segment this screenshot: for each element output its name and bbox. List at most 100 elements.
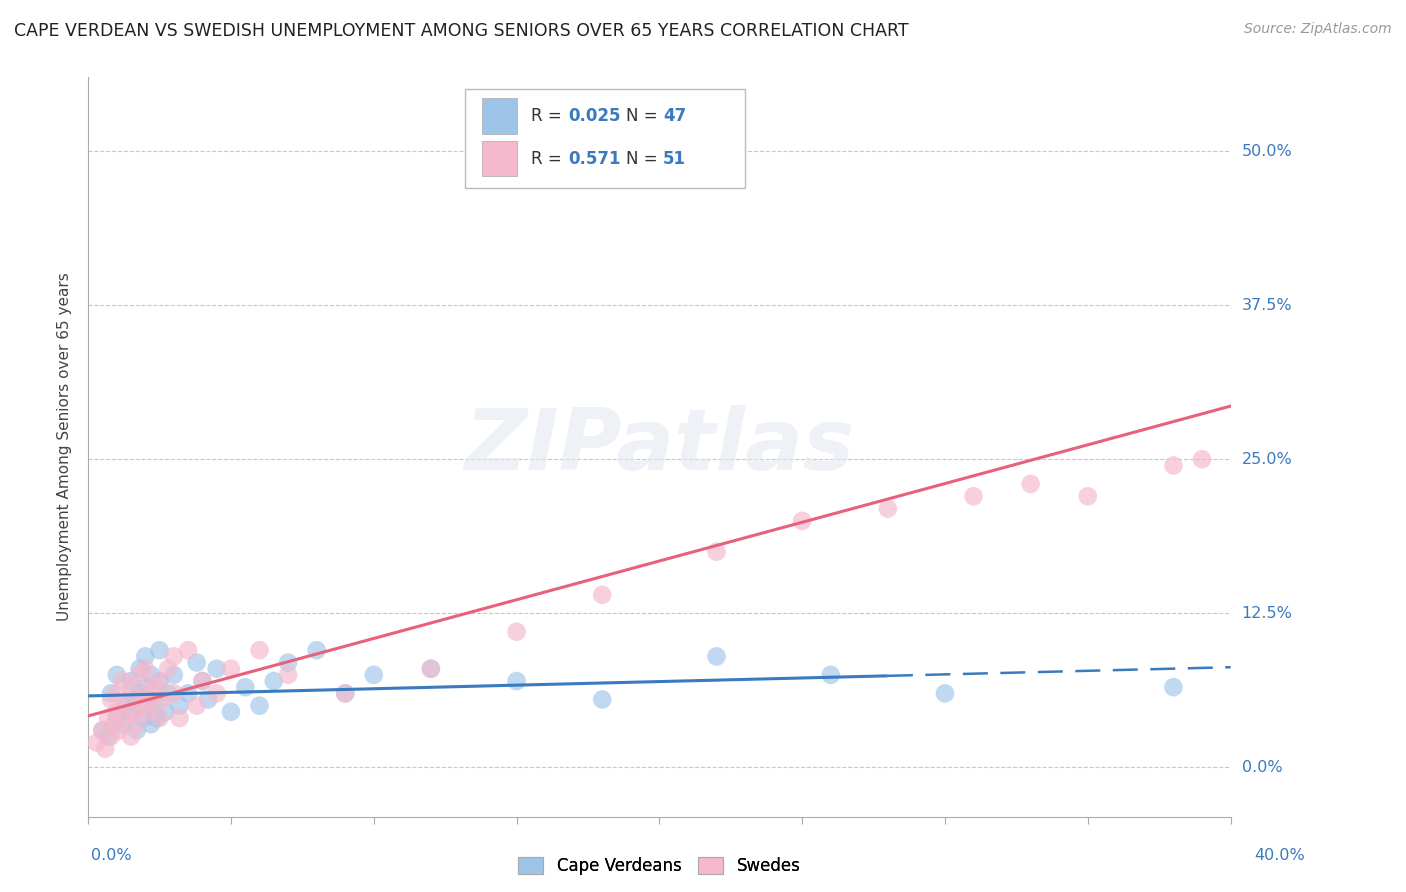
- Text: 0.025: 0.025: [568, 107, 620, 125]
- Point: [335, 686, 357, 700]
- Text: Source: ZipAtlas.com: Source: ZipAtlas.com: [1244, 22, 1392, 37]
- Point: [205, 662, 228, 676]
- Point: [142, 680, 165, 694]
- Point: [335, 686, 357, 700]
- Point: [105, 686, 128, 700]
- Point: [142, 692, 165, 706]
- Text: ZIPatlas: ZIPatlas: [464, 406, 855, 489]
- Point: [219, 705, 242, 719]
- Point: [91, 723, 114, 738]
- Point: [148, 643, 170, 657]
- Point: [591, 692, 613, 706]
- Point: [934, 686, 956, 700]
- Point: [505, 673, 527, 688]
- Point: [277, 656, 299, 670]
- FancyBboxPatch shape: [482, 98, 516, 134]
- Text: N =: N =: [626, 107, 664, 125]
- Point: [155, 705, 177, 719]
- Point: [120, 673, 142, 688]
- Point: [1163, 680, 1185, 694]
- Point: [120, 730, 142, 744]
- Point: [114, 698, 136, 713]
- Point: [134, 686, 156, 700]
- Point: [134, 680, 156, 694]
- Point: [820, 668, 842, 682]
- Point: [120, 705, 142, 719]
- Point: [233, 680, 256, 694]
- Point: [191, 673, 214, 688]
- Point: [186, 698, 208, 713]
- Point: [108, 723, 131, 738]
- Point: [128, 668, 150, 682]
- Point: [105, 668, 128, 682]
- Point: [125, 717, 148, 731]
- Text: 50.0%: 50.0%: [1241, 144, 1292, 159]
- Text: 12.5%: 12.5%: [1241, 606, 1292, 621]
- Point: [163, 686, 186, 700]
- Point: [363, 668, 385, 682]
- Y-axis label: Unemployment Among Seniors over 65 years: Unemployment Among Seniors over 65 years: [58, 273, 72, 622]
- Point: [100, 730, 122, 744]
- Text: R =: R =: [531, 107, 568, 125]
- Point: [163, 668, 186, 682]
- Point: [962, 489, 984, 503]
- Point: [706, 544, 728, 558]
- Point: [305, 643, 328, 657]
- Point: [136, 705, 159, 719]
- Point: [205, 686, 228, 700]
- Text: 0.571: 0.571: [568, 150, 620, 168]
- Point: [152, 692, 174, 706]
- Point: [1163, 458, 1185, 473]
- Point: [1191, 452, 1213, 467]
- Point: [139, 668, 162, 682]
- Point: [1019, 477, 1042, 491]
- Point: [111, 673, 134, 688]
- Point: [128, 686, 150, 700]
- Point: [706, 145, 728, 159]
- Point: [792, 514, 814, 528]
- Point: [591, 588, 613, 602]
- Point: [94, 741, 117, 756]
- Point: [876, 501, 898, 516]
- Point: [114, 711, 136, 725]
- Point: [103, 717, 125, 731]
- Point: [148, 711, 170, 725]
- Point: [97, 711, 120, 725]
- Point: [134, 662, 156, 676]
- Point: [186, 656, 208, 670]
- Point: [148, 673, 170, 688]
- Point: [1077, 489, 1099, 503]
- Legend: Cape Verdeans, Swedes: Cape Verdeans, Swedes: [512, 851, 807, 882]
- Point: [136, 698, 159, 713]
- Text: N =: N =: [626, 150, 664, 168]
- Point: [91, 723, 114, 738]
- Point: [219, 662, 242, 676]
- Text: 47: 47: [662, 107, 686, 125]
- Text: 0.0%: 0.0%: [1241, 760, 1282, 775]
- Point: [169, 711, 191, 725]
- Point: [100, 686, 122, 700]
- Point: [169, 698, 191, 713]
- Point: [139, 692, 162, 706]
- Point: [131, 711, 153, 725]
- Point: [249, 698, 271, 713]
- Text: 40.0%: 40.0%: [1254, 848, 1305, 863]
- Point: [148, 673, 170, 688]
- Text: CAPE VERDEAN VS SWEDISH UNEMPLOYMENT AMONG SENIORS OVER 65 YEARS CORRELATION CHA: CAPE VERDEAN VS SWEDISH UNEMPLOYMENT AMO…: [14, 22, 908, 40]
- Point: [97, 730, 120, 744]
- Text: 0.0%: 0.0%: [91, 848, 132, 863]
- Point: [191, 673, 214, 688]
- Point: [86, 736, 108, 750]
- Text: 37.5%: 37.5%: [1241, 298, 1292, 313]
- Point: [419, 662, 441, 676]
- Point: [706, 649, 728, 664]
- Point: [163, 649, 186, 664]
- Point: [125, 723, 148, 738]
- Point: [157, 686, 180, 700]
- Point: [128, 662, 150, 676]
- Point: [120, 680, 142, 694]
- Point: [419, 662, 441, 676]
- Point: [277, 668, 299, 682]
- Point: [105, 705, 128, 719]
- FancyBboxPatch shape: [482, 141, 516, 177]
